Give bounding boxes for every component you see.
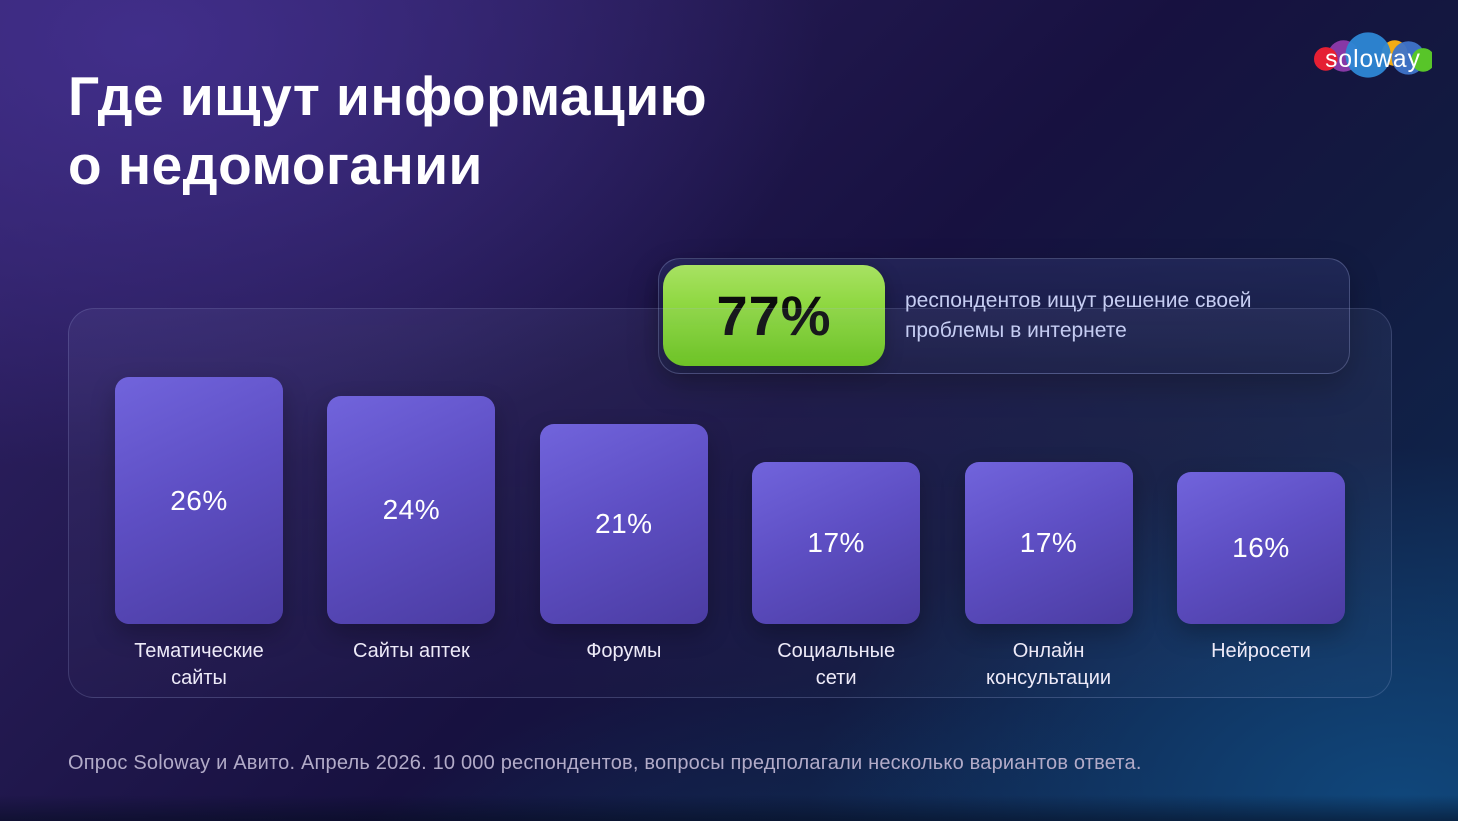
bar: 17% bbox=[964, 462, 1133, 624]
bar-area: 24% bbox=[327, 309, 496, 624]
bar: 16% bbox=[1176, 472, 1345, 624]
bar-category-label-line: сети bbox=[815, 667, 857, 689]
bar-column: 24% Сайты аптек bbox=[327, 309, 496, 692]
highlight-description-line1: респондентов ищут решение своей bbox=[905, 289, 1252, 312]
bar-column: 17% Социальные сети bbox=[752, 309, 921, 692]
bar-category-label: Форумы bbox=[586, 638, 661, 665]
bar: 26% bbox=[115, 377, 283, 624]
page-title-line1: Где ищут информацию bbox=[68, 65, 708, 127]
logo-circle-blue-large bbox=[1345, 32, 1391, 78]
highlight-description: респондентов ищут решение своей проблемы… bbox=[905, 286, 1252, 346]
bar-category-label-line: Социальные bbox=[777, 640, 896, 662]
bar-category-label-line: Сайты аптек bbox=[352, 640, 470, 662]
bar: 17% bbox=[752, 462, 921, 624]
bar-category-label-line: консультации bbox=[986, 667, 1112, 689]
highlight-green-badge: 77% bbox=[663, 265, 885, 366]
bar-column: 17% Онлайн консультации bbox=[964, 309, 1133, 692]
bar-column: 26% Тематические сайты bbox=[115, 309, 283, 692]
bar-category-label-line: сайты bbox=[171, 667, 227, 689]
bar-column: 21% Форумы bbox=[539, 309, 708, 692]
bar-column: 16% Нейросети bbox=[1176, 309, 1345, 692]
bar-area: 17% bbox=[964, 309, 1133, 624]
chart-panel: 26% Тематические сайты 24% Сайты аптек 21… bbox=[68, 308, 1392, 698]
bar-area: 26% bbox=[115, 309, 283, 624]
logo-circle-green bbox=[1411, 48, 1432, 72]
bar-category-label: Нейросети bbox=[1211, 638, 1311, 665]
bar-value-label: 26% bbox=[170, 484, 228, 516]
bar-category-label: Сайты аптек bbox=[353, 638, 470, 665]
bar-category-label-line: Форумы bbox=[586, 640, 662, 662]
bar-value-label: 21% bbox=[595, 508, 653, 539]
logo-circle-red bbox=[1314, 47, 1338, 71]
bar-category-label: Тематические сайты bbox=[134, 638, 264, 692]
bar-value-label: 17% bbox=[807, 527, 865, 558]
soloway-logo: soloway bbox=[1314, 32, 1432, 78]
bar-category-label: Онлайн консультации bbox=[986, 638, 1111, 692]
bar-category-label-line: Нейросети bbox=[1211, 640, 1311, 662]
bar-chart: 26% Тематические сайты 24% Сайты аптек 21… bbox=[69, 309, 1391, 692]
bar-category-label-line: Тематические bbox=[134, 640, 264, 662]
page-title-line2: о недомогании bbox=[68, 134, 483, 196]
footnote: Опрос Soloway и Авито. Апрель 2026. 10 0… bbox=[68, 752, 1142, 774]
page-title: Где ищут информацию о недомогании bbox=[68, 62, 707, 200]
bar-value-label: 24% bbox=[382, 494, 441, 525]
bar-value-label: 16% bbox=[1232, 532, 1290, 563]
bar-value-label: 17% bbox=[1019, 527, 1078, 558]
bar-category-label: Социальные сети bbox=[777, 638, 895, 692]
bar-category-label-line: Онлайн bbox=[1012, 640, 1085, 662]
bar-area: 17% bbox=[752, 309, 921, 624]
highlight-value: 77% bbox=[716, 283, 831, 348]
bar-area: 21% bbox=[539, 309, 708, 624]
highlight-stat-card: 77% респондентов ищут решение своей проб… bbox=[658, 258, 1350, 374]
bar: 21% bbox=[539, 424, 708, 624]
logo-text: soloway bbox=[1325, 46, 1421, 73]
highlight-description-line2: проблемы в интернете bbox=[905, 316, 1252, 346]
bar-area: 16% bbox=[1176, 309, 1345, 624]
bar: 24% bbox=[327, 396, 496, 624]
